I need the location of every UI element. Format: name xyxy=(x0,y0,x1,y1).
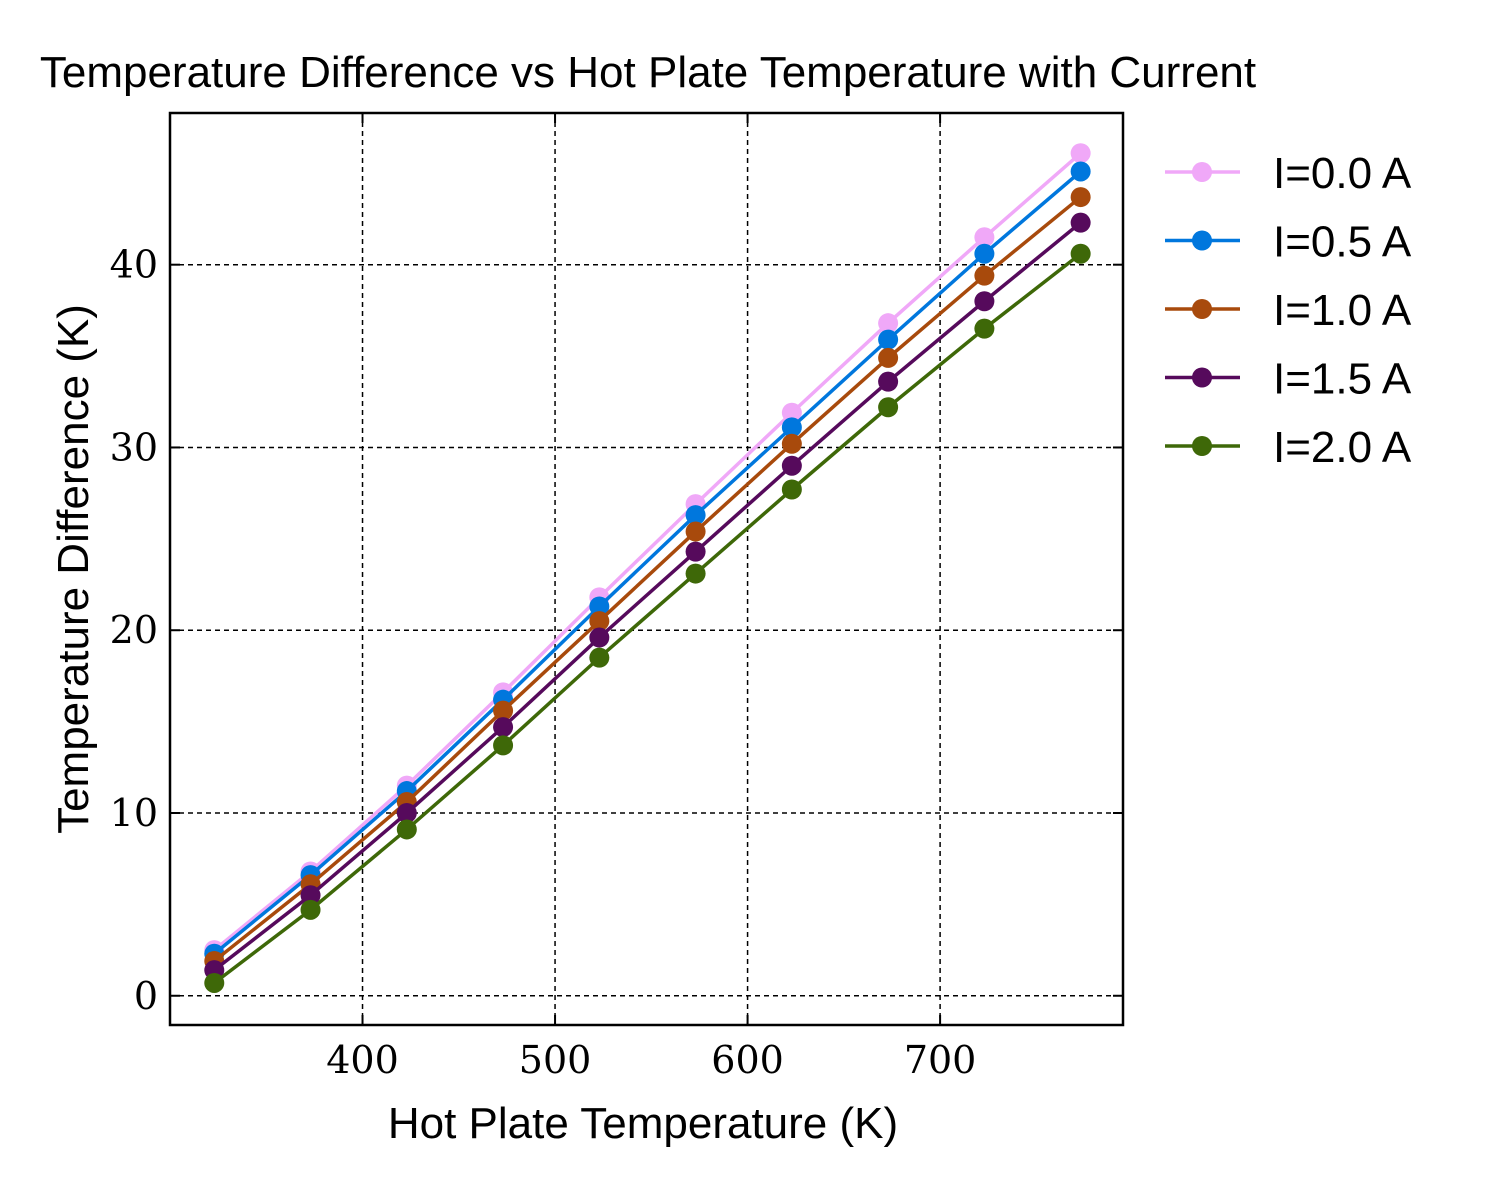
legend-label: I=0.5 A xyxy=(1273,218,1412,267)
legend-label: I=2.0 A xyxy=(1273,423,1412,472)
data-point xyxy=(493,735,514,756)
data-point xyxy=(493,700,514,721)
data-point xyxy=(1070,161,1091,182)
series-line xyxy=(213,170,1082,956)
data-point xyxy=(878,329,899,350)
data-point xyxy=(878,347,899,368)
data-point xyxy=(300,885,321,906)
data-point xyxy=(781,479,802,500)
legend-item: I=1.5 A xyxy=(1165,355,1412,404)
data-point xyxy=(1070,143,1091,164)
data-point xyxy=(685,563,706,584)
data-point xyxy=(589,611,610,632)
data-point xyxy=(1070,243,1091,264)
series-3 xyxy=(204,212,1091,981)
data-point xyxy=(781,433,802,454)
data-point xyxy=(589,596,610,617)
data-point xyxy=(396,819,417,840)
y-tick-label: 10 xyxy=(110,791,158,835)
series-2 xyxy=(204,187,1091,972)
series-line xyxy=(213,195,1082,963)
series-line xyxy=(213,221,1082,972)
series-group xyxy=(204,143,1091,993)
y-tick-label: 30 xyxy=(110,425,158,469)
series-0 xyxy=(204,143,1091,961)
legend-marker xyxy=(1192,230,1212,251)
data-point xyxy=(204,972,225,993)
x-tick-label: 500 xyxy=(519,1038,592,1082)
y-tick-label: 20 xyxy=(110,608,158,652)
data-point xyxy=(781,402,802,423)
y-axis-label: Temperature Difference (K) xyxy=(49,304,98,834)
plot-frame xyxy=(168,111,1125,1027)
series-4 xyxy=(204,243,1091,993)
legend-marker xyxy=(1192,436,1212,456)
data-point xyxy=(781,417,802,438)
chart-title: Temperature Difference vs Hot Plate Temp… xyxy=(40,48,1256,97)
data-point xyxy=(878,313,899,334)
legend-item: I=2.0 A xyxy=(1165,423,1412,472)
data-point xyxy=(781,455,802,476)
legend-marker xyxy=(1192,299,1212,319)
data-point xyxy=(878,371,899,392)
legend-item: I=0.0 A xyxy=(1165,149,1412,198)
legend-item: I=0.5 A xyxy=(1165,218,1412,267)
data-point xyxy=(878,397,899,418)
data-point xyxy=(396,802,417,823)
series-line xyxy=(213,252,1082,985)
legend-label: I=0.0 A xyxy=(1273,149,1412,198)
data-point xyxy=(589,627,610,648)
y-tick-label: 40 xyxy=(110,243,158,287)
data-point xyxy=(974,265,995,286)
legend-label: I=1.0 A xyxy=(1273,286,1412,335)
data-point xyxy=(300,899,321,920)
series-1 xyxy=(204,161,1091,964)
data-point xyxy=(1070,187,1091,208)
x-tick-label: 700 xyxy=(904,1038,977,1082)
x-axis-label: Hot Plate Temperature (K) xyxy=(388,1099,898,1148)
legend-label: I=1.5 A xyxy=(1273,355,1412,404)
legend: I=0.0 A I=0.5 A I=1.0 A I=1.5 A I=2.0 A xyxy=(1165,149,1412,472)
data-point xyxy=(1070,212,1091,233)
data-point xyxy=(974,291,995,312)
data-point xyxy=(685,505,706,526)
y-tick-label: 0 xyxy=(134,974,158,1018)
series-line xyxy=(213,151,1082,952)
x-tick-label: 600 xyxy=(711,1038,784,1082)
data-point xyxy=(685,521,706,542)
data-point xyxy=(974,243,995,264)
data-point xyxy=(974,227,995,248)
data-point xyxy=(493,717,514,738)
data-point xyxy=(974,318,995,339)
x-tick-label: 400 xyxy=(326,1038,399,1082)
legend-marker xyxy=(1192,162,1212,182)
data-point xyxy=(589,647,610,668)
legend-item: I=1.0 A xyxy=(1165,286,1412,335)
legend-marker xyxy=(1192,367,1212,388)
grid xyxy=(170,113,1123,1025)
data-point xyxy=(685,541,706,562)
axis-ticks: 400 500 600 700 0 10 20 30 40 xyxy=(110,113,1123,1082)
